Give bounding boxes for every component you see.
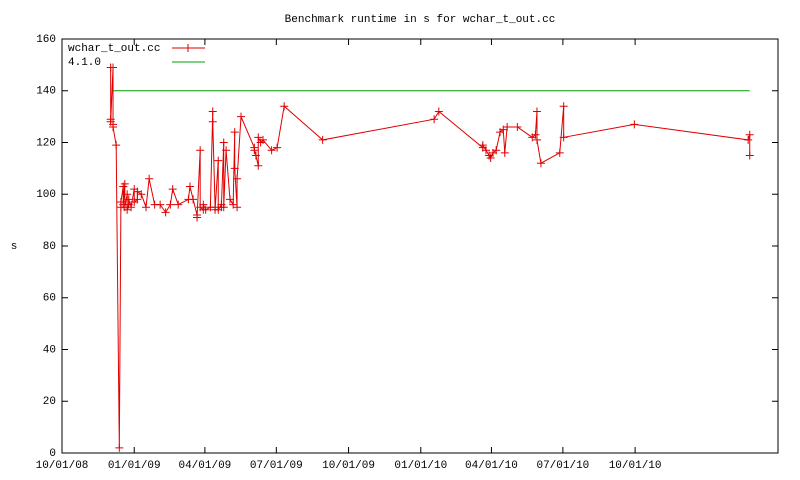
x-tick-label: 10/01/10 [609,460,662,472]
point-marker [478,141,487,150]
point-marker [745,130,754,139]
point-marker [166,200,175,209]
point-marker [254,133,263,142]
point-marker [168,185,177,194]
point-marker [532,135,541,144]
y-tick-label: 100 [36,189,56,201]
point-marker [214,156,223,165]
point-marker [133,195,142,204]
point-marker [123,190,132,199]
point-marker [174,200,183,209]
point-marker [219,138,228,147]
point-marker [555,148,564,157]
point-marker [513,122,522,131]
point-marker [237,112,245,121]
point-marker [250,146,259,155]
point-marker [267,146,276,155]
point-marker [196,146,205,155]
point-marker [230,164,239,173]
point-marker [137,190,146,199]
point-marker [226,195,235,204]
point-marker [486,154,495,163]
chart-title: Benchmark runtime in s for wchar_t_out.c… [285,14,556,26]
x-tick-label: 01/01/09 [108,460,161,472]
point-marker [120,179,129,188]
point-marker [145,174,154,183]
point-marker [127,203,136,212]
point-marker [559,133,568,142]
legend-label: 4.1.0 [68,57,101,69]
x-tick-label: 07/01/09 [250,460,303,472]
point-marker [273,143,282,152]
point-marker [185,182,194,191]
legend-label: wchar_t_out.cc [68,43,160,55]
point-marker [161,208,170,217]
point-marker [532,107,541,116]
y-tick-label: 80 [43,241,56,253]
point-marker [208,107,217,116]
point-marker [280,102,289,111]
point-marker [112,141,121,150]
y-tick-label: 120 [36,137,56,149]
point-marker [222,146,231,155]
point-marker [230,128,239,137]
x-tick-label: 07/01/10 [536,460,589,472]
point-marker [219,203,228,212]
point-marker [109,122,118,131]
y-tick-label: 40 [43,344,56,356]
point-marker [156,200,165,209]
point-marker [142,203,151,212]
point-marker [630,120,639,129]
point-marker [500,148,509,157]
y-tick-label: 140 [36,86,56,98]
point-marker [531,130,540,139]
point-marker [503,122,512,131]
point-marker [559,102,568,111]
point-marker [124,195,133,204]
x-tick-label: 10/01/08 [36,460,89,472]
x-tick-label: 01/01/10 [394,460,447,472]
y-tick-label: 160 [36,34,56,46]
point-marker [434,107,443,116]
point-marker [251,151,260,160]
point-marker [318,135,327,144]
point-marker [258,135,267,144]
point-marker [745,151,754,160]
point-marker [254,161,263,170]
point-marker [109,63,118,72]
point-marker [492,146,501,155]
point-marker [208,117,217,126]
point-marker [201,205,210,214]
point-marker [430,115,439,124]
x-tick-label: 04/01/10 [465,460,518,472]
point-marker [744,135,753,144]
legend-marker [184,44,192,52]
point-marker [481,146,490,155]
y-tick-label: 0 [49,448,56,460]
point-marker [199,200,208,209]
point-marker [189,195,198,204]
y-tick-label: 20 [43,396,56,408]
point-marker [115,443,124,452]
point-marker [536,159,545,168]
point-marker [233,174,242,183]
y-tick-label: 60 [43,293,56,305]
x-tick-label: 10/01/09 [322,460,375,472]
y-axis-label: s [11,241,18,253]
point-marker [193,213,202,222]
x-tick-label: 04/01/09 [178,460,231,472]
point-marker [233,203,242,212]
